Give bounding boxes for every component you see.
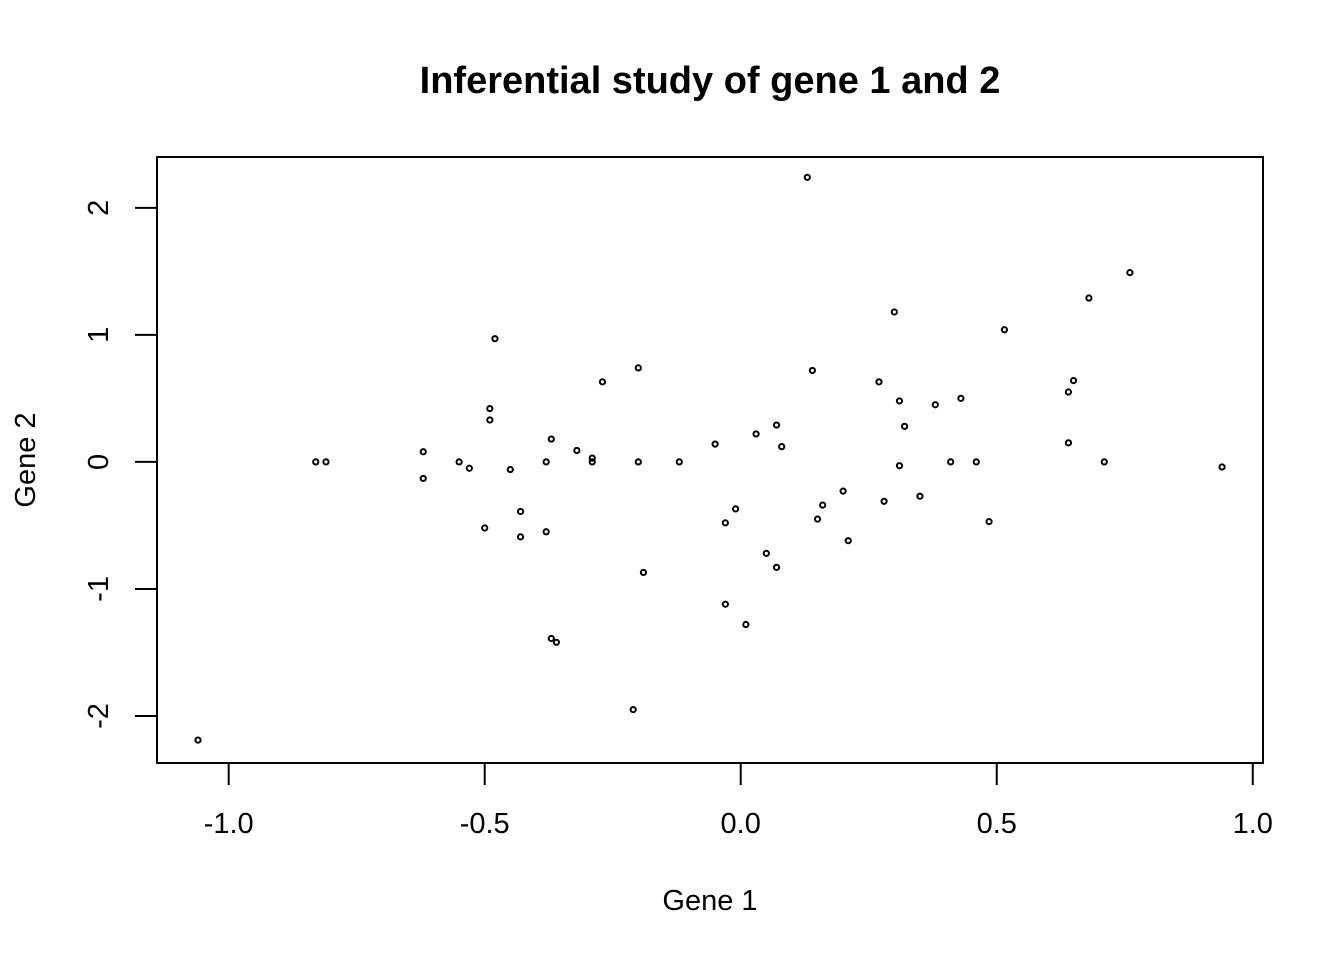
data-point (1064, 439, 1073, 447)
data-point (194, 736, 202, 744)
data-point (752, 430, 760, 438)
data-point (542, 458, 550, 466)
points-layer (194, 173, 1226, 744)
x-tick-label: 1.0 (1233, 808, 1273, 840)
data-point (634, 364, 642, 372)
data-point (1126, 269, 1134, 277)
data-point (813, 515, 822, 523)
data-point (778, 443, 786, 451)
chart-title: Inferential study of gene 1 and 2 (420, 60, 1001, 102)
data-point (573, 446, 581, 455)
data-point (772, 421, 781, 429)
data-point (547, 634, 555, 643)
data-point (880, 497, 888, 505)
data-point (895, 462, 904, 470)
y-tick-label: -1 (83, 576, 115, 602)
y-tick-label: 2 (83, 200, 115, 216)
y-axis: -2 -1 0 1 2 (83, 200, 158, 729)
data-point (721, 519, 729, 527)
data-point (481, 524, 489, 532)
data-point (322, 458, 330, 466)
data-point (1069, 376, 1078, 385)
data-point (1064, 388, 1073, 396)
x-tick-label: -0.5 (460, 808, 510, 840)
data-point (634, 458, 642, 466)
data-point (947, 458, 955, 466)
data-point (639, 568, 648, 577)
data-point (588, 458, 596, 466)
data-point (491, 335, 499, 343)
data-point (732, 505, 740, 513)
data-point (839, 487, 847, 495)
data-point (506, 465, 514, 474)
data-point (916, 492, 924, 500)
data-point (890, 308, 898, 316)
y-tick-label: -2 (83, 703, 115, 729)
y-axis-label: Gene 2 (10, 412, 42, 507)
data-point (455, 458, 463, 466)
x-tick-label: 0.0 (721, 808, 761, 840)
data-point (762, 549, 770, 557)
data-point (803, 173, 811, 181)
data-point (542, 528, 550, 536)
data-point (1000, 326, 1009, 334)
data-point (1218, 463, 1226, 471)
x-tick-label: 0.5 (977, 808, 1017, 840)
data-point (1100, 458, 1108, 466)
data-point (552, 638, 560, 646)
data-point (875, 378, 883, 386)
data-point (1085, 294, 1093, 302)
data-point (465, 464, 473, 472)
data-point (629, 706, 637, 714)
data-point (742, 620, 750, 629)
plot-frame (156, 156, 1264, 764)
data-point (972, 458, 980, 466)
x-tick-label: -1.0 (204, 808, 254, 840)
data-point (895, 397, 904, 405)
data-point (808, 366, 817, 375)
data-point (844, 537, 852, 545)
data-point (598, 378, 607, 386)
data-point (957, 394, 965, 402)
data-point (588, 454, 596, 462)
data-point (900, 422, 909, 430)
data-point (721, 600, 729, 608)
data-point (931, 401, 939, 409)
data-point (486, 404, 494, 413)
y-tick-label: 0 (83, 454, 115, 470)
x-axis-label: Gene 1 (662, 885, 757, 917)
data-point (419, 474, 427, 483)
data-point (675, 458, 683, 466)
data-point (486, 416, 494, 424)
data-point (772, 563, 781, 571)
data-point (312, 458, 320, 466)
data-point (711, 440, 719, 448)
data-point (419, 448, 427, 456)
x-axis: -1.0 -0.5 0.0 0.5 1.0 (204, 762, 1273, 840)
y-tick-label: 1 (83, 327, 115, 343)
data-point (516, 507, 525, 516)
data-point (516, 533, 525, 541)
data-point (547, 435, 555, 443)
data-point (819, 501, 827, 509)
data-point (985, 518, 993, 526)
